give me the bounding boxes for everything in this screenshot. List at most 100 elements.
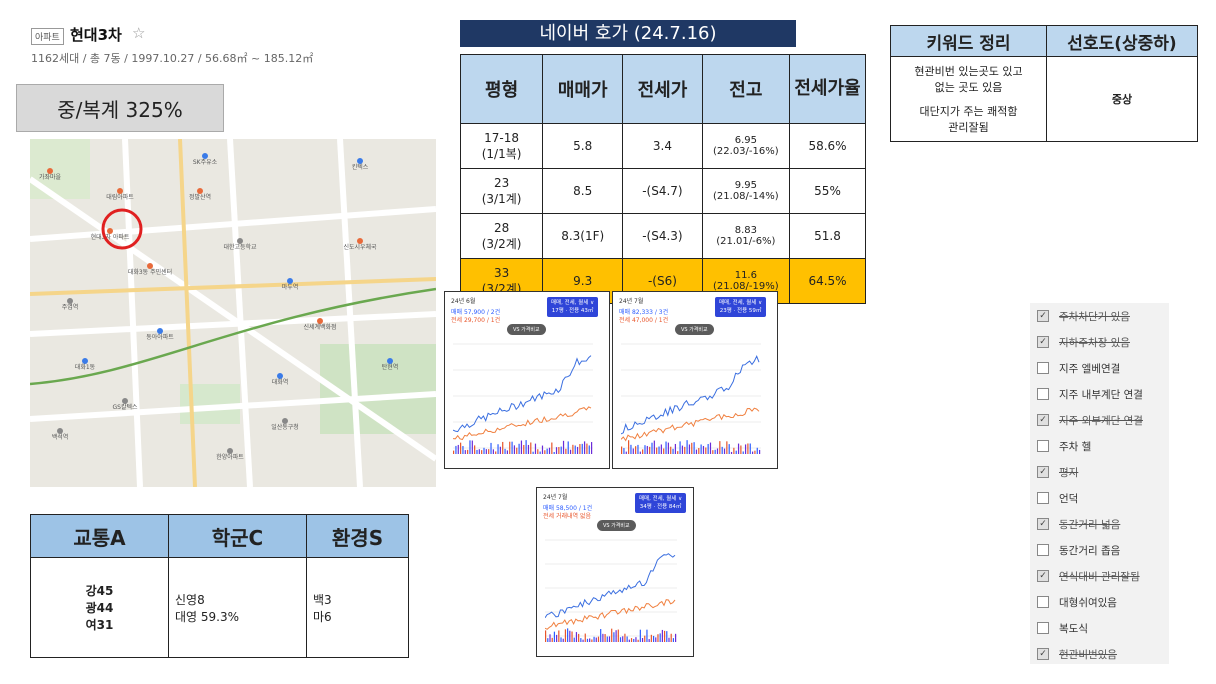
volume-bar <box>490 442 492 454</box>
checklist-item[interactable]: 언덕 <box>1030 485 1078 511</box>
volume-bar <box>740 445 742 454</box>
map-poi-marker <box>107 228 113 234</box>
checked-checkbox[interactable]: ✓ <box>1037 414 1049 426</box>
keyword-spacer <box>892 95 1045 103</box>
volume-bar <box>551 637 553 642</box>
map-poi-marker <box>147 263 153 269</box>
checked-checkbox[interactable]: ✓ <box>1037 648 1049 660</box>
price-trend-plot <box>621 343 761 454</box>
location-map[interactable]: 현대3차 아파트 대화역 주엽역 대화3동 주민센터 대화1동 대한고등학교 신세계백화점 킨… <box>30 139 436 487</box>
transaction-chart-34[interactable]: 24년 7월 매매 58,500 / 1건 전세 거래내역 없음 매매, 전세,… <box>536 487 694 657</box>
checklist-item[interactable]: 지주 내부계단 연결 <box>1030 381 1143 407</box>
type-sub: (1/1복) <box>481 146 522 161</box>
checklist-label: 지주 엘베연결 <box>1059 362 1121 375</box>
map-poi-marker <box>47 168 53 174</box>
map-poi-marker <box>197 188 203 194</box>
unchecked-checkbox[interactable] <box>1037 388 1049 400</box>
unchecked-checkbox[interactable] <box>1037 596 1049 608</box>
checklist-item[interactable]: ✓ 평지 <box>1030 459 1078 485</box>
volume-bar <box>656 447 658 454</box>
map-poi-marker <box>357 238 363 244</box>
checklist-item[interactable]: ✓ 동간거리 넓음 <box>1030 511 1120 537</box>
volume-bar <box>560 446 562 454</box>
trade-type-dropdown[interactable]: 매매, 전세, 월세 ∨ 34평 · 전용 84㎡ <box>635 493 687 513</box>
checklist-item[interactable]: ✓ 지주 외부계단 연결 <box>1030 407 1143 433</box>
map-poi-marker <box>57 428 63 434</box>
volume-bar <box>562 440 565 454</box>
transaction-chart-17[interactable]: 24년 6월 매매 57,900 / 2건 전세 29,700 / 1건 매매,… <box>444 291 610 469</box>
trade-type-dropdown[interactable]: 매매, 전세, 월세 ∨ 17평 · 전용 43㎡ <box>547 297 599 317</box>
unchecked-checkbox[interactable] <box>1037 544 1049 556</box>
area-type-label: 23평 · 전용 59㎡ <box>719 308 762 314</box>
school-cell: 신영8 대영 59.3% <box>168 557 307 658</box>
volume-bar <box>626 636 628 642</box>
unchecked-checkbox[interactable] <box>1037 622 1049 634</box>
volume-bar <box>652 635 655 642</box>
volume-bar <box>637 444 639 454</box>
checklist-item[interactable]: 동간거리 좁음 <box>1030 537 1120 563</box>
volume-bar <box>520 440 523 454</box>
volume-bar <box>453 450 455 454</box>
checklist-item[interactable]: ✓ 연식대비 관리잘됨 <box>1030 563 1140 589</box>
apartment-meta: 1162세대 / 총 7동 / 1997.10.27 / 56.68㎡ ~ 18… <box>31 52 314 65</box>
transaction-chart-23[interactable]: 24년 7월 매매 82,333 / 3건 전세 47,000 / 1건 매매,… <box>612 291 778 469</box>
volume-bar <box>569 449 572 454</box>
volume-bar <box>695 449 698 454</box>
volume-bar <box>545 630 547 642</box>
map-poi-label: 현대3차 아파트 <box>91 233 130 241</box>
volume-bar <box>617 629 619 642</box>
checklist-label: 연식대비 관리잘됨 <box>1059 570 1140 583</box>
checked-checkbox[interactable]: ✓ <box>1037 310 1049 322</box>
checklist-item[interactable]: 지주 엘베연결 <box>1030 355 1120 381</box>
type-value: 33 <box>493 265 510 280</box>
checklist-item[interactable]: 대형쉬여있음 <box>1030 589 1117 615</box>
checked-checkbox[interactable]: ✓ <box>1037 336 1049 348</box>
jeonse-value: -(S4.3) <box>622 213 703 259</box>
traffic-cell: 강45 광44 여31 <box>30 557 169 658</box>
peak-value: 9.95 <box>734 180 757 191</box>
compare-button[interactable]: VS 가격비교 <box>675 324 714 335</box>
price-row: 17-18 (1/1복) 5.8 3.4 6.95 (22.03/-16%) 58.… <box>459 123 866 169</box>
volume-bar <box>630 444 632 454</box>
volume-bar <box>602 633 604 642</box>
keyword-line: 현관비번 있는곳도 있고 <box>914 65 1023 78</box>
volume-bar <box>719 441 721 454</box>
map-poi-label: 대화역 <box>272 378 289 386</box>
type-sub: (3/1계) <box>481 191 522 206</box>
volume-bar <box>604 634 606 642</box>
peak-note: (21.01/-6%) <box>716 236 776 247</box>
unchecked-checkbox[interactable] <box>1037 492 1049 504</box>
volume-bar <box>625 451 627 454</box>
volume-bar <box>476 449 478 454</box>
checklist-item[interactable]: ✓ 주차차단기 있음 <box>1030 303 1130 329</box>
unchecked-checkbox[interactable] <box>1037 362 1049 374</box>
traffic-line: 여31 <box>85 618 114 632</box>
price-table: 평형 매매가 전세가 전고 전세가율 17-18 (1/1복) 5.8 3.4 6… <box>459 54 866 304</box>
volume-bar <box>628 440 630 454</box>
checklist-item[interactable]: ✓ 지하주차장 있음 <box>1030 329 1130 355</box>
volume-bar <box>674 443 676 454</box>
volume-bar <box>633 638 635 642</box>
favorite-star-icon[interactable]: ☆ <box>132 24 146 42</box>
checklist-item[interactable]: 복도식 <box>1030 615 1088 641</box>
volume-bar <box>744 444 747 454</box>
checklist-item[interactable]: ✓ 현관비번있음 <box>1030 641 1117 667</box>
school-line: 대영 59.3% <box>175 609 240 624</box>
keyword-cell: 현관비번 있는곳도 있고 없는 곳도 있음 대단지가 주는 쾌적함 관리잘됨 <box>890 56 1047 142</box>
map-poi-label: 탄현역 <box>382 363 399 371</box>
keyword-line: 관리잘됨 <box>948 121 989 134</box>
map-poi-label: 백석역 <box>52 433 69 441</box>
jeonse-value: -(S4.7) <box>622 168 703 214</box>
peak-note: (22.03/-16%) <box>713 146 779 157</box>
compare-button[interactable]: VS 가격비교 <box>597 520 636 531</box>
peak-value: 6.95 <box>734 135 757 146</box>
unchecked-checkbox[interactable] <box>1037 440 1049 452</box>
checklist-item[interactable]: 주차 헬 <box>1030 433 1091 459</box>
ratio-value: 55% <box>789 168 866 214</box>
compare-button[interactable]: VS 가격비교 <box>507 324 546 335</box>
checked-checkbox[interactable]: ✓ <box>1037 466 1049 478</box>
trade-type-dropdown[interactable]: 매매, 전세, 월세 ∨ 23평 · 전용 59㎡ <box>715 297 767 317</box>
checked-checkbox[interactable]: ✓ <box>1037 518 1049 530</box>
keyword-line: 없는 곳도 있음 <box>934 81 1003 94</box>
checked-checkbox[interactable]: ✓ <box>1037 570 1049 582</box>
